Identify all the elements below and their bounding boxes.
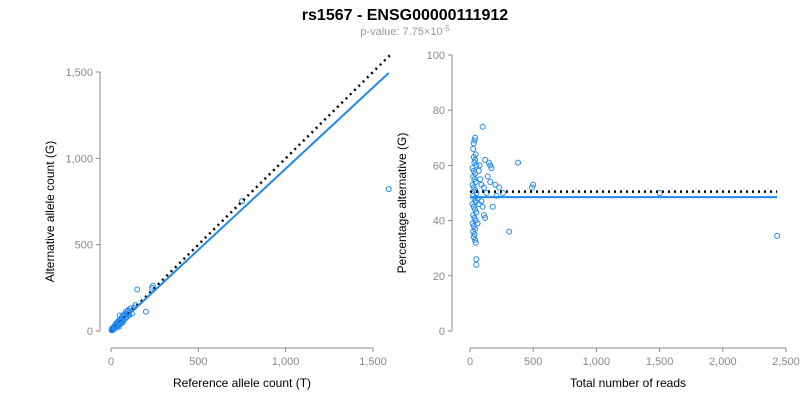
data-point bbox=[470, 203, 477, 210]
data-point bbox=[478, 198, 485, 205]
data-point bbox=[506, 228, 513, 235]
data-point bbox=[528, 184, 535, 191]
data-point bbox=[239, 198, 245, 205]
data-point bbox=[480, 184, 487, 191]
data-point bbox=[480, 212, 487, 219]
data-point bbox=[470, 192, 477, 199]
data-point bbox=[126, 311, 133, 318]
data-point bbox=[774, 232, 781, 239]
x-tick-label: 1,500 bbox=[646, 356, 674, 368]
data-point bbox=[471, 137, 478, 144]
data-point bbox=[485, 159, 492, 166]
chart-title: rs1567 - ENSG00000111912 bbox=[302, 7, 509, 24]
data-point bbox=[482, 214, 489, 221]
data-point bbox=[142, 308, 149, 315]
p-value-exponent: -5 bbox=[443, 24, 451, 33]
data-point bbox=[487, 178, 494, 185]
data-point bbox=[470, 173, 477, 180]
data-point bbox=[492, 181, 499, 188]
data-point bbox=[469, 181, 476, 188]
data-point bbox=[471, 214, 478, 221]
data-point bbox=[474, 195, 481, 202]
x-axis-label: Reference allele count (T) bbox=[173, 376, 311, 390]
y-tick-label: 80 bbox=[433, 105, 445, 117]
data-point bbox=[470, 154, 477, 161]
data-point bbox=[484, 173, 491, 180]
data-point bbox=[472, 206, 479, 213]
panel-allele-counts: 0 500 1,000 1,500 0 500 1,000 1,500 Reference al… bbox=[43, 53, 392, 390]
data-point bbox=[473, 261, 480, 268]
data-point bbox=[473, 256, 480, 263]
chart-subtitle: p-value: 7.75×10-5 bbox=[360, 24, 450, 38]
data-point bbox=[473, 162, 480, 169]
data-point bbox=[472, 236, 479, 243]
data-point bbox=[470, 228, 477, 235]
data-point bbox=[134, 286, 141, 293]
y-tick-label: 0 bbox=[439, 326, 445, 338]
data-point bbox=[469, 201, 476, 208]
data-point bbox=[471, 231, 478, 238]
data-point bbox=[471, 176, 478, 183]
data-point bbox=[483, 190, 490, 196]
data-point bbox=[472, 187, 479, 194]
data-point bbox=[477, 176, 484, 183]
y-tick-label: 500 bbox=[75, 240, 93, 252]
data-point bbox=[489, 203, 496, 210]
y-tick-label: 100 bbox=[427, 50, 445, 62]
data-point bbox=[470, 223, 477, 230]
reference-line bbox=[110, 53, 392, 332]
p-value-text: p-value: 7.75×10 bbox=[360, 26, 442, 38]
x-axis-label: Total number of reads bbox=[570, 376, 686, 390]
x-tick-label: 2,000 bbox=[709, 356, 737, 368]
x-tick-label: 1,000 bbox=[272, 356, 300, 368]
data-point bbox=[472, 239, 479, 246]
data-point bbox=[479, 123, 486, 130]
data-point bbox=[515, 159, 522, 166]
data-point bbox=[499, 190, 506, 196]
panel-percentage: 0 20 40 60 80 100 0 500 1,000 1,500 2,000 2,500 Tota… bbox=[395, 50, 800, 390]
data-point bbox=[493, 192, 500, 199]
y-axis-label: Alternative allele count (G) bbox=[43, 141, 57, 282]
data-point bbox=[474, 220, 481, 227]
y-tick-label: 0 bbox=[87, 326, 93, 338]
data-point bbox=[475, 167, 482, 174]
data-point bbox=[470, 145, 477, 152]
x-tick-label: 1,000 bbox=[583, 356, 611, 368]
y-tick-label: 1,500 bbox=[65, 67, 93, 79]
x-tick-label: 500 bbox=[189, 356, 207, 368]
data-point bbox=[487, 162, 494, 169]
data-point bbox=[470, 212, 477, 219]
y-tick-label: 1,000 bbox=[65, 153, 93, 165]
data-point bbox=[656, 190, 663, 196]
data-point bbox=[470, 140, 477, 147]
y-axis-label: Percentage alternative (G) bbox=[395, 133, 409, 274]
data-point bbox=[472, 134, 479, 141]
data-point bbox=[471, 195, 478, 202]
y-tick-label: 60 bbox=[433, 160, 445, 172]
data-point bbox=[530, 181, 537, 188]
y-tick-label: 20 bbox=[433, 271, 445, 283]
data-point bbox=[482, 156, 489, 163]
data-point bbox=[476, 162, 483, 169]
data-point bbox=[496, 184, 503, 191]
x-tick-label: 1,500 bbox=[359, 356, 387, 368]
data-point bbox=[385, 186, 392, 193]
data-point bbox=[469, 165, 476, 172]
data-point bbox=[472, 156, 479, 163]
x-tick-label: 500 bbox=[524, 356, 542, 368]
fit-line bbox=[110, 72, 390, 332]
data-point bbox=[470, 184, 477, 191]
x-tick-label: 2,500 bbox=[772, 356, 800, 368]
data-point bbox=[470, 234, 477, 241]
data-point bbox=[479, 203, 486, 210]
data-point bbox=[488, 165, 495, 172]
x-tick-label: 0 bbox=[467, 356, 473, 368]
x-tick-label: 0 bbox=[108, 356, 114, 368]
y-tick-label: 40 bbox=[433, 216, 445, 228]
